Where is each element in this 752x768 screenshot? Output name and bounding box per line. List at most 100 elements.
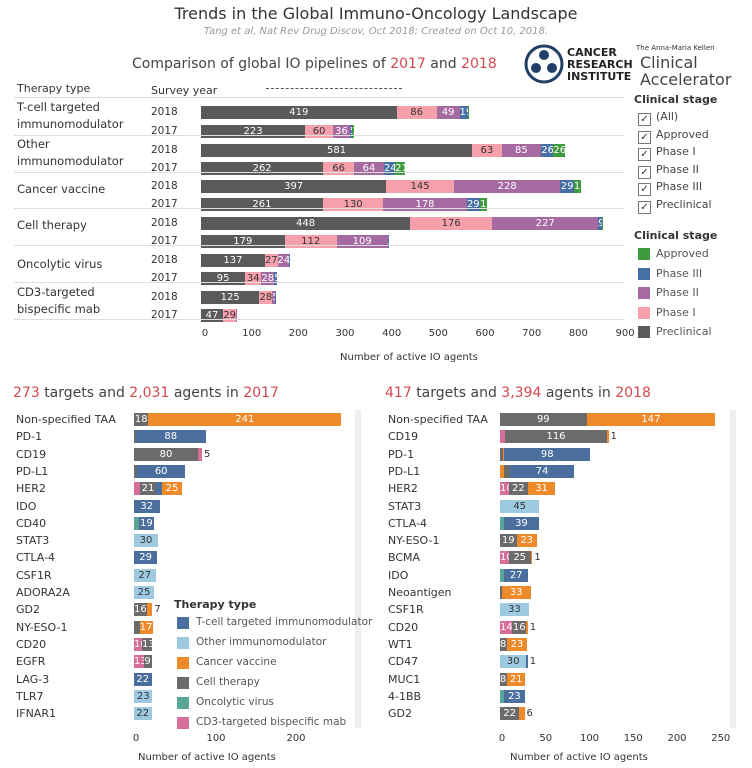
- bar-segment: [142, 637, 153, 651]
- bar-value-label: 262: [252, 163, 272, 174]
- x-tick-label: 50: [539, 733, 553, 744]
- bar-segment: [509, 464, 575, 478]
- target-label: CD40: [16, 516, 47, 530]
- bar-segment: [352, 125, 354, 138]
- bar-value-label: 88: [164, 431, 178, 443]
- bar-segment: [134, 672, 152, 686]
- bar-segment: [201, 309, 223, 322]
- filter-option[interactable]: ✓ Phase III: [638, 180, 702, 196]
- bar-value-label: 30: [506, 656, 520, 668]
- therapy-group-label: Other immunomodulator: [17, 137, 124, 168]
- bar-value-label: 66: [332, 163, 346, 174]
- bar-value-label: 23: [520, 535, 534, 547]
- bar-value-label: 27: [138, 569, 152, 581]
- therapy-group-label: Oncolytic virus: [17, 257, 103, 271]
- bar-segment: [148, 413, 342, 426]
- legend-label: Preclinical: [656, 325, 712, 338]
- bar-segment: [526, 620, 528, 634]
- therapy-group-label: Cell therapy: [17, 218, 87, 232]
- bar-value-label: 31: [535, 483, 548, 495]
- group-separator: [14, 282, 624, 283]
- bar-value-label: 25: [165, 483, 179, 495]
- bar-segment: [198, 447, 202, 461]
- bar-segment: [516, 534, 537, 548]
- bar-value-label: 6: [526, 708, 533, 720]
- bar-segment: [500, 689, 505, 703]
- bar-segment: [134, 689, 153, 703]
- bar-segment: [264, 254, 278, 267]
- target-label: PD-L1: [388, 464, 421, 478]
- legend-swatch: [638, 287, 650, 299]
- target-label: CD19: [388, 430, 419, 444]
- filter-checkbox[interactable]: ✓: [638, 148, 651, 161]
- bar-value-label: 19: [140, 517, 153, 529]
- bar-value-label: 15: [573, 181, 587, 192]
- bar-segment: [410, 217, 493, 230]
- bar-segment: [162, 482, 182, 496]
- bar-value-label: 21: [509, 673, 523, 685]
- bar-value-label: 137: [223, 255, 243, 266]
- filter-checkbox[interactable]: ✓: [638, 165, 651, 179]
- bar-segment: [201, 254, 265, 267]
- bar-segment: [541, 144, 554, 157]
- bar-segment: [146, 603, 153, 617]
- bar-value-label: 26: [553, 145, 567, 156]
- bar-segment: [500, 707, 520, 721]
- bar-segment: [396, 106, 437, 119]
- bar-segment: [512, 620, 527, 634]
- bar-segment: [134, 620, 140, 634]
- bar-segment: [134, 707, 152, 721]
- cri-logo-icon: [524, 44, 564, 84]
- bar-value-label: 22: [503, 708, 516, 720]
- bar-value-label: 47: [205, 310, 219, 321]
- filter-option[interactable]: ✓ Phase I: [638, 145, 696, 161]
- top-chart-title: Comparison of global IO pipelines of 201…: [132, 56, 497, 72]
- group-separator: [14, 245, 624, 246]
- target-label: BCMA: [388, 551, 421, 565]
- bar-segment: [501, 586, 531, 599]
- bar-segment: [480, 198, 487, 211]
- bar-value-label: 74: [535, 465, 549, 477]
- bar-value-label: 1: [602, 218, 609, 229]
- legend-label: CD3-targeted bispecific mab: [196, 716, 347, 728]
- filter-option[interactable]: ✓ (All): [638, 110, 678, 126]
- target-label: ADORA2A: [16, 586, 70, 599]
- filter-checkbox[interactable]: ✓: [638, 200, 651, 214]
- bar-segment: [201, 144, 473, 157]
- x-tick-label: 0: [201, 328, 209, 339]
- target-label: EGFR: [16, 655, 46, 669]
- x-tick-label: 200: [288, 328, 308, 339]
- bar-segment: [560, 180, 574, 193]
- filter-option[interactable]: ✓ Preclinical: [638, 198, 712, 214]
- clinical-accelerator-small: The Anna-Maria Kellen: [636, 44, 715, 52]
- group-separator: [14, 135, 624, 136]
- target-label: CSF1R: [388, 603, 424, 617]
- bar-segment: [323, 162, 355, 175]
- bar-segment: [245, 272, 262, 285]
- target-label: LAG-3: [16, 672, 50, 686]
- legend-swatch: [177, 637, 189, 649]
- bar-segment: [553, 144, 566, 157]
- filter-checkbox[interactable]: ✓: [638, 113, 651, 126]
- bar-value-label: 30: [139, 535, 153, 547]
- bar-value-label: 10: [500, 552, 513, 564]
- bar-segment: [500, 499, 540, 513]
- filter-option[interactable]: ✓ Phase II: [638, 163, 699, 179]
- filter-checkbox[interactable]: ✓: [638, 183, 651, 196]
- therapy-legend-title: Therapy type: [174, 598, 257, 611]
- bar-value-label: 24: [277, 255, 291, 266]
- chart-2017-title: 273 targets and 2,031 agents in 2017: [13, 385, 279, 401]
- bar-value-label: 176: [441, 218, 461, 229]
- bar-segment: [504, 464, 510, 478]
- bar-segment: [492, 217, 599, 230]
- bar-value-label: 1: [236, 310, 243, 321]
- x-tick-label: 600: [475, 328, 495, 339]
- x-tick-label: 0: [132, 733, 140, 744]
- bar-segment: [138, 516, 154, 530]
- filter-option[interactable]: ✓ Approved: [638, 128, 709, 144]
- target-label: IDO: [16, 499, 37, 513]
- filter-checkbox[interactable]: ✓: [638, 130, 651, 144]
- target-label: CTLA-4: [388, 516, 428, 530]
- bar-value-label: 26: [541, 145, 554, 156]
- bar-segment: [336, 235, 388, 248]
